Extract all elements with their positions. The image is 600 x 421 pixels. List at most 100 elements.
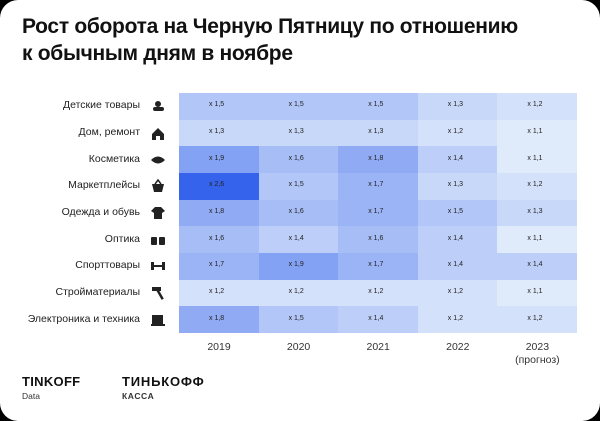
icon [151, 156, 165, 164]
icon [151, 207, 165, 219]
heat-cell [179, 306, 259, 333]
row-icon [150, 98, 166, 114]
heat-cell [258, 93, 339, 120]
heat-cell [417, 253, 498, 280]
x-tick-label: 2022 [446, 341, 470, 353]
cell-label: x 1,7 [368, 208, 384, 215]
row-label: Оптика [104, 232, 140, 245]
heat-cell [338, 253, 418, 280]
heat-cell [179, 146, 259, 173]
heat-cell [338, 93, 418, 120]
heat-cell [497, 306, 577, 333]
heat-cell [497, 119, 577, 147]
cell-label: x 1,2 [447, 314, 463, 322]
heat-cell [179, 253, 259, 280]
heat-cell [338, 226, 418, 253]
heat-cell [417, 146, 498, 173]
cell-label: x 1,5 [288, 314, 304, 322]
logo-tinkoff-kassa: ТИНЬКОФФ [122, 374, 205, 389]
cell-label: x 1,2 [368, 288, 384, 295]
row-icon [150, 285, 166, 301]
x-tick-label: 2021 [366, 341, 390, 353]
heat-cell [258, 306, 339, 333]
cell-label: x 1,4 [527, 261, 543, 269]
cell-label: x 1,3 [447, 101, 463, 109]
cell-label: x 1,2 [527, 314, 543, 322]
heat-cell [497, 253, 577, 280]
heat-cell [417, 279, 498, 307]
cell-label: x 1,2 [447, 288, 463, 295]
cell-label: x 1,9 [288, 261, 304, 269]
heat-cell [497, 279, 577, 307]
heat-cell [179, 279, 259, 307]
heat-cell [417, 93, 498, 120]
icon [151, 262, 165, 271]
cell-label: x 1,5 [447, 208, 463, 215]
cell-label: x 1,1 [527, 288, 543, 295]
heat-cell [258, 253, 339, 280]
heat-cell [258, 279, 339, 307]
cell-label: x 1,7 [368, 181, 384, 189]
row-label: Одежда и обувь [61, 206, 140, 218]
heat-cell [179, 119, 259, 147]
heat-cell [417, 226, 498, 253]
cell-label: x 1,5 [209, 101, 225, 109]
cell-label: x 1,4 [447, 154, 463, 162]
cell-label: x 1,9 [209, 154, 225, 162]
heat-cell [179, 226, 259, 253]
x-tick-label: 2020 [286, 341, 311, 353]
heat-cell [258, 199, 339, 227]
row-label: Дом, ремонт [78, 126, 140, 138]
heat-cell [417, 199, 498, 227]
heat-cell [338, 306, 418, 333]
cell-label: x 1,2 [209, 288, 225, 295]
x-tick-label: 2023 (прогноз) [515, 341, 560, 366]
cell-label: x 1,4 [368, 314, 384, 322]
row-icon [150, 125, 166, 141]
row-icon [150, 232, 166, 248]
heat-cell [338, 119, 418, 147]
icon [152, 179, 164, 193]
icon [153, 101, 164, 112]
heat-cell [179, 199, 259, 227]
cell-label: x 1,5 [288, 101, 304, 109]
cell-label: x 1,6 [368, 234, 384, 242]
row-label: Стройматериалы [55, 286, 140, 298]
heat-cell [179, 173, 259, 200]
cell-label: x 1,5 [288, 181, 304, 189]
row-label: Спорттовары [75, 259, 140, 272]
heat-cell [258, 146, 339, 173]
cell-label: x 1,4 [447, 261, 463, 269]
cell-label: x 1,3 [527, 208, 543, 215]
cell-label: x 1,2 [527, 101, 543, 109]
cell-label: x 1,6 [288, 208, 304, 215]
row-icon [150, 205, 166, 221]
x-tick-label: 2019 [207, 341, 231, 353]
cell-label: x 1,1 [527, 154, 543, 162]
row-label: Детские товары [63, 99, 140, 112]
cell-label: x 1,8 [368, 154, 384, 162]
heat-cell [338, 146, 418, 173]
cell-label: x 1,3 [288, 128, 304, 135]
heat-cell [497, 146, 577, 173]
cell-label: x 1,2 [288, 288, 304, 295]
heat-cell [258, 226, 339, 253]
cell-label: x 1,1 [527, 234, 543, 242]
logo-tinkoff: TINKOFF [22, 374, 81, 389]
icon [152, 128, 164, 140]
row-label: Маркетплейсы [68, 179, 140, 192]
row-label: Электроника и техника [27, 312, 140, 325]
row-icon [150, 312, 166, 328]
cell-label: x 1,7 [368, 261, 384, 269]
cell-label: x 1,4 [288, 234, 304, 242]
cell-label: x 1,6 [288, 154, 304, 162]
cell-label: x 1,6 [209, 234, 225, 242]
cell-label: x 1,3 [447, 181, 463, 189]
cell-label: x 1,7 [209, 261, 225, 269]
row-icon [150, 152, 166, 168]
icon [151, 236, 165, 245]
cell-label: x 1,2 [447, 128, 463, 135]
heat-cell [338, 199, 418, 227]
